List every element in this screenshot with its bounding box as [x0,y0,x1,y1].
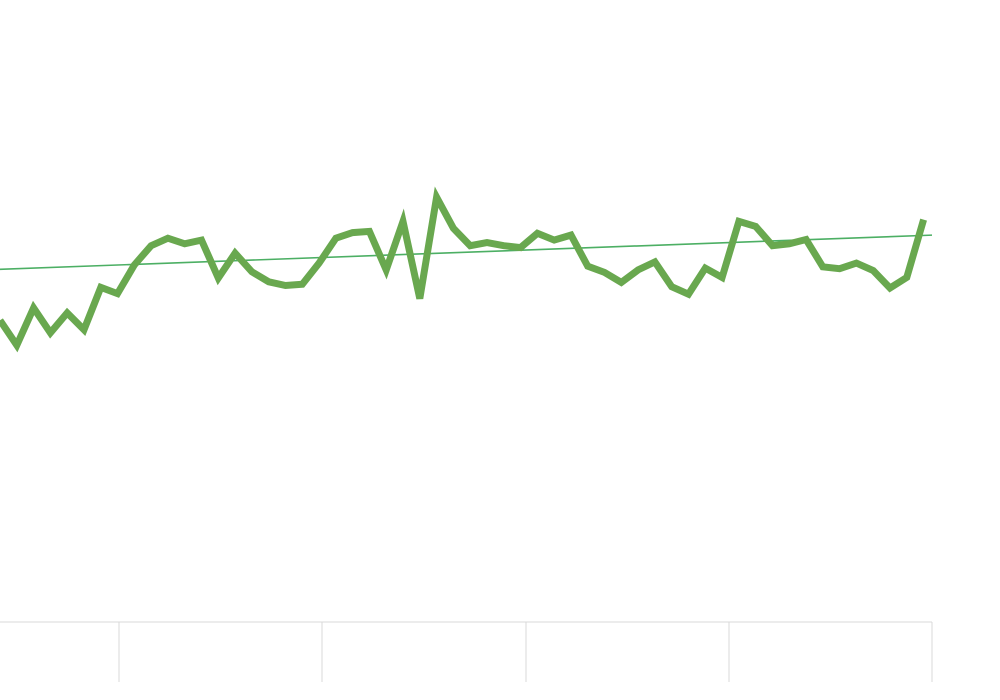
x-axis-gridlines [0,621,933,682]
trendline-layer [0,234,933,271]
trendline [0,234,933,271]
series-line-0 [0,186,927,353]
series-layer [0,186,927,353]
